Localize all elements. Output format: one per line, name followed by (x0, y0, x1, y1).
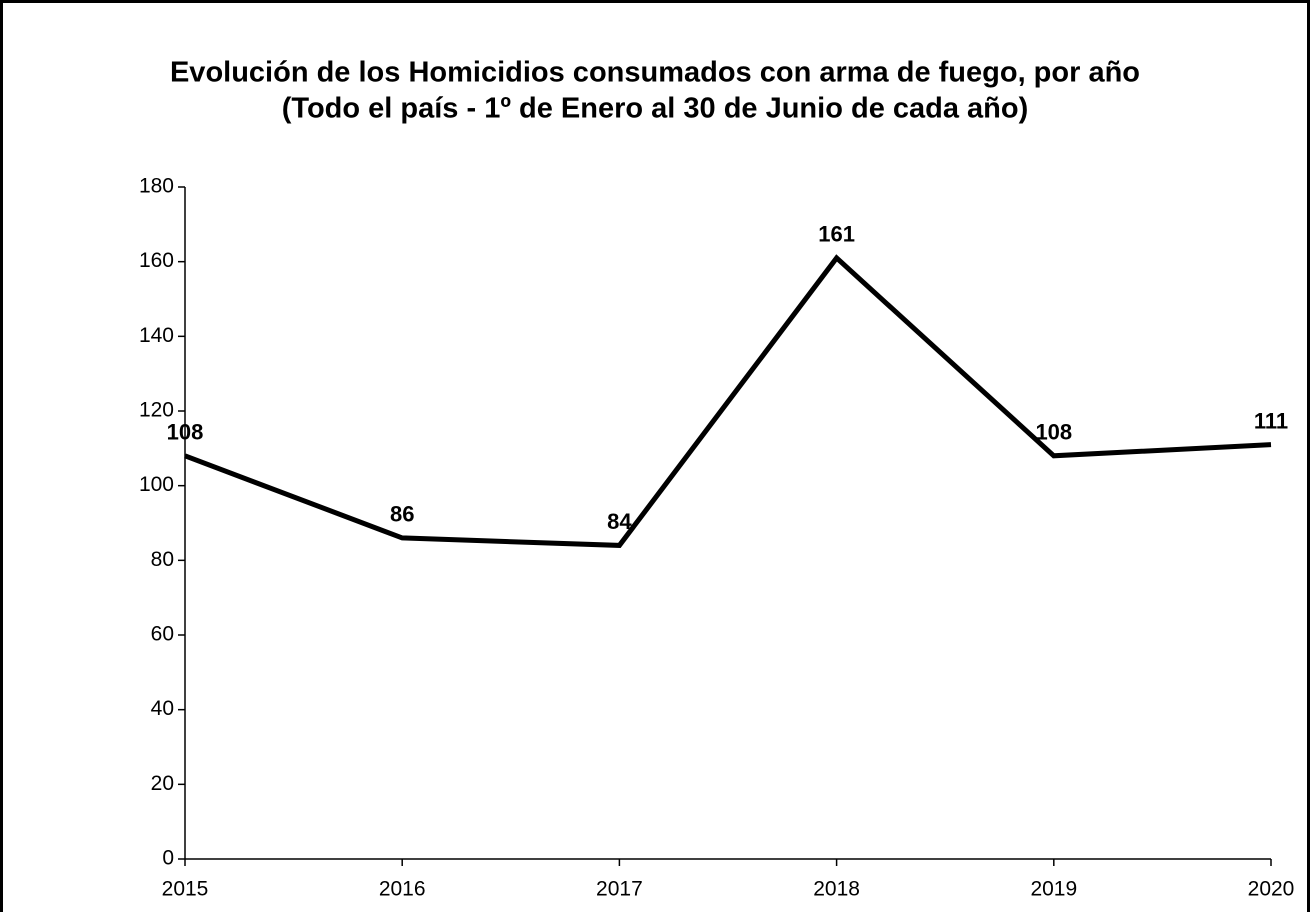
x-tick-label: 2017 (596, 878, 643, 901)
y-tick-label: 160 (139, 249, 174, 272)
x-tick-label: 2019 (1030, 878, 1077, 901)
chart-subtitle: (Todo el país - 1º de Enero al 30 de Jun… (282, 93, 1029, 125)
data-label: 86 (390, 502, 414, 527)
y-tick-label: 180 (139, 175, 174, 198)
data-label: 108 (167, 420, 204, 445)
y-tick-label: 120 (139, 399, 174, 422)
y-tick-label: 60 (151, 623, 174, 646)
x-tick-label: 2020 (1248, 878, 1295, 901)
line (184, 254, 1272, 548)
y-tick-label: 40 (151, 697, 174, 720)
y-tick-label: 140 (139, 324, 174, 347)
y-tick-label: 0 (162, 847, 174, 870)
x-tick-label: 2016 (379, 878, 426, 901)
data-label: 111 (1254, 408, 1288, 433)
y-tick-label: 100 (139, 473, 174, 496)
data-label: 84 (607, 509, 632, 534)
y-tick-label: 80 (151, 548, 174, 571)
data-label: 161 (818, 222, 855, 247)
chart-title: Evolución de los Homicidios consumados c… (170, 57, 1140, 89)
x-tick-label: 2018 (813, 878, 860, 901)
data-label: 108 (1035, 420, 1072, 445)
x-tick-label: 2015 (162, 878, 209, 901)
y-tick-label: 20 (151, 772, 174, 795)
